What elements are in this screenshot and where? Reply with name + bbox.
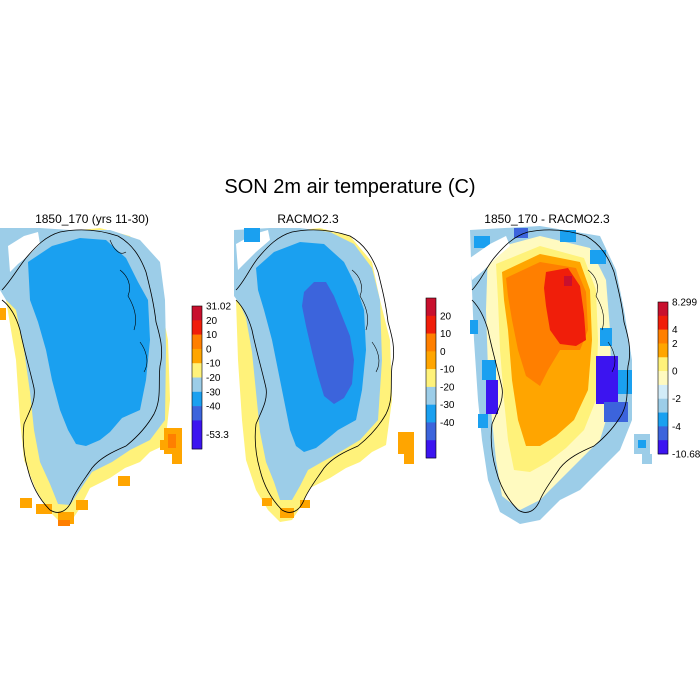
panel-2-title: RACMO2.3 [277,212,339,226]
colorbar-3-swatch [658,426,668,441]
colorbar-3-swatch [658,412,668,427]
panel-3-title: 1850_170 - RACMO2.3 [484,212,610,226]
colorbar-2-swatch [426,440,436,459]
panel-3-red-region [544,268,586,346]
colorbar-1-label: 20 [206,316,218,327]
colorbar-2-swatch [426,298,436,317]
colorbar-3-swatch [658,398,668,413]
colorbar-3-swatch [658,371,668,386]
colorbar-2-swatch [426,351,436,370]
panel-3-coastline [471,229,631,513]
panel-1-nw-gap [8,232,40,272]
colorbar-1-swatch [192,320,202,335]
colorbar-3-label: -10.68 [672,450,700,461]
colorbar-2-swatch [426,315,436,334]
colorbar-2-swatch [426,386,436,405]
colorbar-1-swatch [192,334,202,350]
colorbar-1-swatch [192,420,202,435]
panel-3-max-cell [564,276,572,286]
colorbar-3-swatch [658,357,668,372]
panel-1-map [0,228,182,526]
colorbar-2-frame [425,297,437,459]
colorbar-1-label: 10 [206,330,218,341]
colorbar-1-label: 0 [206,344,212,355]
colorbar-3-label: 2 [672,339,678,350]
panel-2-warm-cells [262,432,414,518]
colorbar-3-label: -2 [672,394,681,405]
panel-3-cold-west [478,360,498,428]
panel-1-interior-ice [28,238,150,446]
colorbar-1-label: 31.02 [206,302,231,313]
colorbar-2-swatch [426,369,436,388]
colorbar-2-label: 10 [440,329,452,340]
panel-2-core-ice [302,282,354,404]
colorbar-1-swatch [192,348,202,364]
panel-2-coastline [235,229,395,513]
panel-2-coastline-east [351,269,380,373]
panel-2-nw-cell [244,228,260,242]
colorbar-2-label: 20 [440,311,452,322]
panel-1-coastline [1,229,163,513]
panel-3-coastline-east [587,269,616,373]
colorbar-3-label: 8.299 [672,298,697,309]
colorbar-2-label: -40 [440,418,455,429]
colorbar-2-swatch [426,333,436,352]
colorbar-3-label: -4 [672,422,681,433]
colorbar-1-label: -10 [206,359,221,370]
figure-title: SON 2m air temperature (C) [224,176,476,198]
panel-2-map [234,228,414,522]
colorbar-3-swatch [658,384,668,400]
panel-3-island-cells [634,434,652,464]
colorbar-3-label: 0 [672,367,678,378]
colorbar-1-swatch [192,306,202,321]
colorbar-1-swatch [192,434,202,450]
colorbar-1-label: -53.3 [206,430,229,441]
colorbar-1-label: -40 [206,402,221,413]
colorbar-3-label: 4 [672,325,678,336]
panel-3-cold-east [596,328,632,422]
colorbar-2-swatch [426,404,436,423]
colorbar-1-swatch [192,363,202,378]
colorbar-2-label: 0 [440,347,446,358]
colorbar-1-label: -30 [206,387,221,398]
panel-1-coastline-east [109,239,148,373]
colorbar-1-frame [191,305,203,450]
colorbars: 31.0220100-10-20-30-40-53.320100-10-20-3… [191,297,700,461]
colorbar-2-label: -20 [440,382,455,393]
colorbar-3-swatch [658,329,668,344]
colorbar-2-label: -10 [440,365,455,376]
panel-3-map [470,226,652,524]
colorbar-3-frame [657,301,669,455]
colorbar-2-label: -30 [440,400,455,411]
colorbar-3-swatch [658,315,668,330]
panel-1-title: 1850_170 (yrs 11-30) [35,212,149,226]
colorbar-1-swatch [192,391,202,407]
colorbar-1-swatch [192,377,202,393]
colorbar-3-swatch [658,302,668,317]
colorbar-3-swatch [658,440,668,455]
colorbar-2-swatch [426,422,436,441]
panel-3-cold-north [470,228,606,334]
colorbar-1-swatch [192,406,202,421]
panel-3-nw-gap [470,236,510,280]
panel-1-dark-orange-cells [58,434,176,526]
colorbar-1-label: -20 [206,373,221,384]
colorbar-3-swatch [658,343,668,358]
